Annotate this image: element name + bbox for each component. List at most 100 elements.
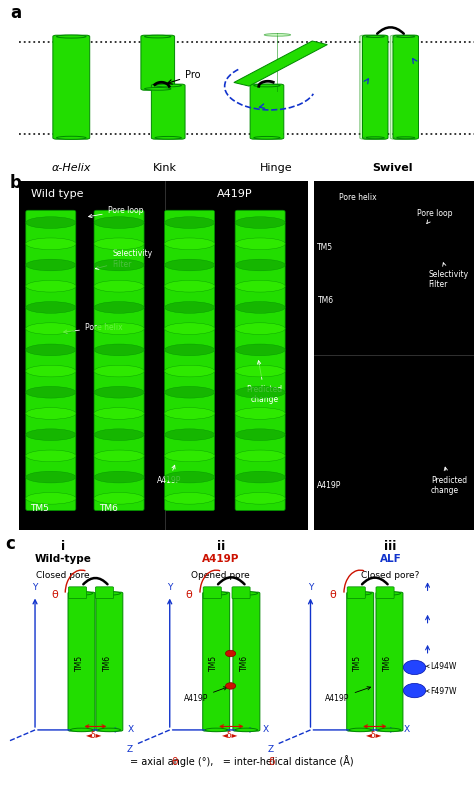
Text: θ: θ (329, 590, 336, 600)
Ellipse shape (164, 238, 215, 250)
FancyBboxPatch shape (19, 181, 308, 530)
FancyBboxPatch shape (363, 35, 388, 139)
Text: i: i (61, 540, 65, 553)
Text: TM6: TM6 (239, 655, 248, 671)
Ellipse shape (164, 407, 215, 419)
Ellipse shape (94, 301, 144, 313)
Ellipse shape (26, 365, 76, 377)
Ellipse shape (366, 35, 384, 38)
Text: Y: Y (167, 583, 173, 592)
Ellipse shape (403, 660, 426, 674)
Ellipse shape (26, 450, 76, 462)
Ellipse shape (235, 301, 285, 313)
Ellipse shape (164, 323, 215, 334)
Ellipse shape (26, 217, 76, 228)
Text: ALF: ALF (380, 554, 401, 564)
Ellipse shape (235, 386, 285, 398)
Ellipse shape (26, 301, 76, 313)
Text: = axial angle (°),   = inter-helical distance (Å): = axial angle (°), = inter-helical dista… (130, 755, 354, 767)
Text: A419P: A419P (183, 687, 227, 703)
Ellipse shape (94, 280, 144, 292)
Text: A419P: A419P (317, 481, 341, 490)
Ellipse shape (164, 301, 215, 313)
Text: X: X (128, 725, 134, 735)
Text: Closed pore: Closed pore (36, 571, 90, 580)
Ellipse shape (226, 650, 236, 657)
Ellipse shape (349, 592, 371, 595)
Ellipse shape (155, 84, 182, 87)
FancyBboxPatch shape (94, 210, 144, 511)
Text: Opened pore: Opened pore (191, 571, 250, 580)
Text: Pore helix: Pore helix (339, 193, 377, 202)
Ellipse shape (349, 728, 371, 732)
Ellipse shape (26, 492, 76, 504)
Ellipse shape (164, 217, 215, 228)
FancyBboxPatch shape (203, 587, 221, 599)
FancyBboxPatch shape (376, 587, 394, 599)
Text: Swivel: Swivel (372, 163, 412, 173)
Text: ◄δ►: ◄δ► (86, 731, 103, 740)
Ellipse shape (364, 137, 383, 139)
Ellipse shape (94, 492, 144, 504)
Ellipse shape (26, 323, 76, 334)
FancyBboxPatch shape (203, 592, 230, 731)
FancyBboxPatch shape (141, 35, 174, 90)
Text: F497W: F497W (430, 687, 456, 696)
FancyBboxPatch shape (360, 35, 386, 139)
Ellipse shape (164, 429, 215, 440)
Ellipse shape (94, 344, 144, 356)
Text: θ: θ (171, 757, 178, 767)
Ellipse shape (235, 728, 257, 732)
Ellipse shape (94, 386, 144, 398)
Text: α-Helix: α-Helix (52, 163, 91, 173)
Ellipse shape (264, 34, 291, 36)
FancyBboxPatch shape (347, 587, 365, 599)
Text: A419P: A419P (202, 554, 239, 564)
FancyBboxPatch shape (53, 35, 90, 139)
Ellipse shape (145, 87, 171, 90)
Text: δ: δ (269, 757, 275, 767)
FancyBboxPatch shape (68, 587, 87, 599)
Ellipse shape (235, 365, 285, 377)
Ellipse shape (98, 728, 120, 732)
Ellipse shape (94, 259, 144, 271)
Ellipse shape (235, 217, 285, 228)
Text: X: X (403, 725, 410, 735)
Text: TM5: TM5 (317, 243, 333, 253)
Text: θ: θ (51, 590, 58, 600)
Text: Selectivity
Filter: Selectivity Filter (95, 250, 152, 269)
Ellipse shape (397, 35, 415, 38)
Ellipse shape (94, 450, 144, 462)
Ellipse shape (26, 471, 76, 483)
FancyBboxPatch shape (95, 587, 114, 599)
Ellipse shape (366, 137, 384, 139)
Ellipse shape (235, 450, 285, 462)
Ellipse shape (94, 365, 144, 377)
Text: θ: θ (185, 590, 192, 600)
Text: TM6: TM6 (318, 296, 334, 305)
Ellipse shape (26, 386, 76, 398)
Text: A419P: A419P (217, 189, 253, 199)
Ellipse shape (394, 137, 413, 139)
Ellipse shape (205, 592, 228, 595)
Text: b: b (10, 173, 22, 192)
Ellipse shape (94, 471, 144, 483)
Ellipse shape (164, 280, 215, 292)
Ellipse shape (235, 407, 285, 419)
Ellipse shape (164, 344, 215, 356)
Ellipse shape (56, 137, 86, 140)
Text: a: a (10, 5, 21, 23)
Ellipse shape (94, 217, 144, 228)
Text: Selectivity
Filter: Selectivity Filter (428, 263, 469, 289)
Ellipse shape (254, 84, 280, 87)
Text: TM5: TM5 (30, 504, 49, 513)
Ellipse shape (26, 344, 76, 356)
Text: ii: ii (217, 540, 225, 553)
FancyBboxPatch shape (250, 84, 284, 139)
Text: Closed pore?: Closed pore? (361, 571, 419, 580)
Text: Y: Y (32, 583, 38, 592)
Text: Pore helix: Pore helix (64, 323, 123, 334)
Text: TM6: TM6 (102, 655, 111, 671)
FancyBboxPatch shape (164, 210, 215, 511)
Ellipse shape (254, 137, 280, 139)
